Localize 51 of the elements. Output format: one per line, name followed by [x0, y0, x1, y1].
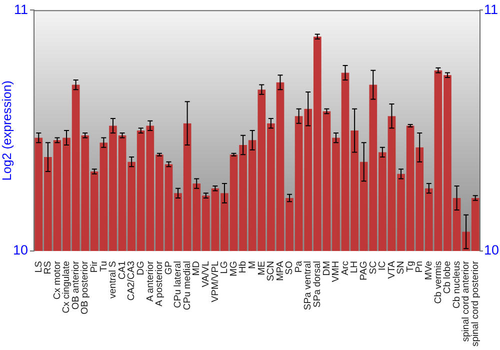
x-tick-label: Arc: [340, 260, 351, 276]
x-tick-label: A posterior: [154, 261, 166, 306]
x-tick-label: Cb lobe: [442, 261, 454, 294]
x-tick-label: Cb nucleus: [451, 260, 462, 309]
x-tick-label: VA/VL: [200, 261, 212, 288]
x-tick-label: IC: [377, 260, 388, 270]
x-tick-label: CA1: [116, 261, 128, 280]
x-tick-label: SO: [284, 261, 296, 275]
x-tick-label: LH: [349, 260, 360, 274]
x-tick-label: PAG: [358, 261, 370, 280]
x-tick-label: spinal cord anterior: [460, 261, 472, 342]
x-tick-label: OB posterior: [80, 261, 91, 314]
x-tick-label: A anterior: [144, 261, 156, 302]
x-tick-label: VPM/VPL: [210, 261, 221, 302]
x-tick-label: LS: [33, 261, 44, 273]
x-tick-label: CA2/CA3: [126, 261, 138, 301]
x-tick-label: GP: [163, 261, 174, 275]
x-tick-label: spinal cord posterior: [470, 261, 481, 347]
x-tick-label: Tu: [98, 261, 110, 272]
x-tick-label: Pn: [414, 261, 426, 273]
x-tick-label: MD: [191, 260, 202, 276]
x-tick-label: Pa: [293, 260, 304, 273]
x-tick-label: ME: [256, 261, 268, 276]
x-tick-label: SPa ventral: [302, 261, 314, 310]
x-tick-label: MVe: [424, 261, 435, 280]
x-tick-label: M: [246, 260, 258, 269]
x-tick-label: Cx cingulate: [61, 261, 72, 314]
x-tick-label: Cb vermis: [432, 260, 444, 304]
x-tick-label: OB anterior: [70, 261, 82, 310]
x-tick-label: DG: [135, 261, 146, 276]
x-tick-label: DM: [321, 260, 332, 276]
x-tick-label: Cx motor: [52, 261, 63, 300]
x-tick-label: SCN: [266, 260, 277, 282]
y2-tick-label: 11: [484, 2, 498, 17]
y2-tick-label: 10: [484, 242, 500, 258]
x-tick-label: Hb: [238, 261, 249, 274]
x-tick-label: MPA: [274, 260, 286, 281]
x-tick-label: ventral S: [108, 261, 119, 298]
x-tick-label: Tg: [404, 261, 416, 272]
x-tick-label: LG: [219, 261, 230, 274]
x-tick-label: SPa dorsal: [312, 261, 324, 308]
x-tick-label: RS: [42, 261, 54, 274]
x-tick-label: VTA: [386, 260, 398, 279]
x-tick-label: MG: [228, 261, 240, 276]
x-tick-label: CPu lateral: [172, 261, 184, 308]
y-axis-title: Log2 (expression): [0, 80, 14, 181]
x-tick-label: CPu medial: [182, 261, 193, 310]
x-tick-label: SC: [368, 260, 379, 274]
x-tick-label: SN: [396, 260, 407, 274]
x-tick-label: VMH: [330, 260, 342, 282]
x-tick-label: Pir: [89, 261, 100, 273]
